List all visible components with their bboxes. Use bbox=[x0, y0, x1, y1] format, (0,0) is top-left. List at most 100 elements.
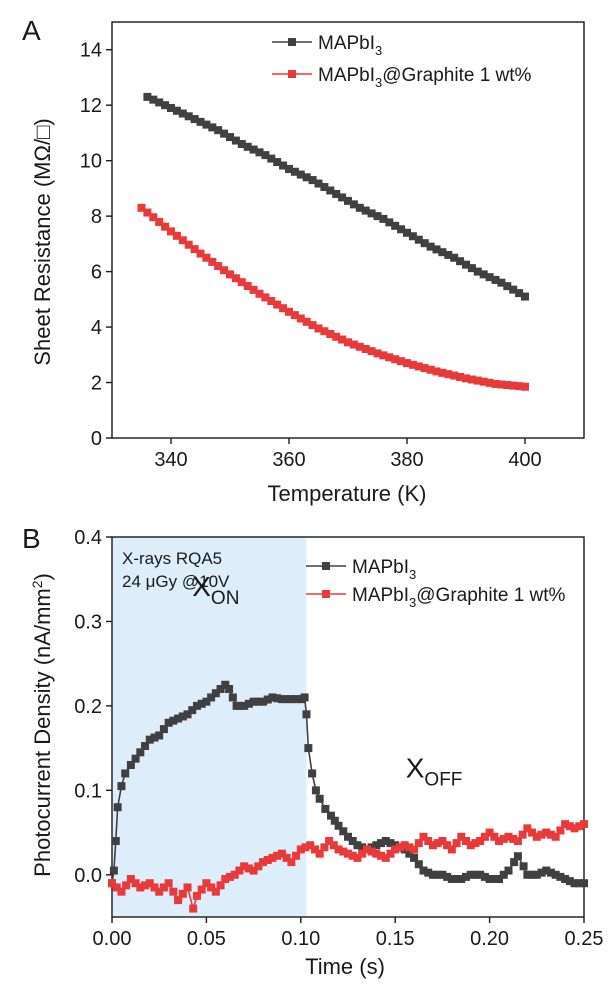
panel-b-series-0-marker bbox=[504, 866, 513, 875]
panel-a-series-0-marker bbox=[302, 173, 311, 182]
panel-a-series-1-marker bbox=[320, 327, 329, 336]
panel-b-series-1-marker bbox=[117, 887, 126, 896]
panel-a-series-1-marker bbox=[473, 376, 482, 385]
panel-b-series-1-marker bbox=[320, 843, 329, 852]
panel-b-series-0-marker bbox=[287, 695, 296, 704]
panel-a-series-1-marker bbox=[361, 344, 370, 353]
panel-a-series-1-marker bbox=[450, 371, 459, 380]
panel-b-series-1-marker bbox=[263, 856, 272, 864]
panel-a-plot-frame bbox=[111, 21, 585, 439]
panel-a-series-1-marker bbox=[509, 381, 518, 390]
panel-b-series-0-marker bbox=[121, 769, 130, 778]
panel-b-series-1-marker bbox=[197, 885, 206, 894]
panel-b-series-0-marker bbox=[321, 804, 330, 813]
panel-b-series-1-marker bbox=[532, 832, 541, 841]
panel-b-series-0-marker bbox=[377, 839, 386, 848]
panel-a-series-1-marker bbox=[485, 378, 494, 387]
panel-a-series-1-marker bbox=[314, 324, 323, 333]
panel-a-y-tick-label: 2 bbox=[91, 373, 102, 395]
panel-a-series-1-marker bbox=[385, 353, 394, 362]
panel-b-series-1-marker bbox=[462, 837, 470, 845]
panel-a-series-1-marker bbox=[355, 342, 364, 351]
panel-b-series-1-marker bbox=[273, 851, 282, 860]
panel-b-series-0-marker bbox=[192, 701, 201, 710]
panel-b-series-0-marker bbox=[155, 731, 164, 740]
panel-a-series-1-marker bbox=[143, 208, 152, 217]
panel-b-series-1-marker bbox=[348, 851, 357, 860]
panel-b-series-0-marker bbox=[292, 695, 301, 704]
panel-a-series-1-marker bbox=[444, 370, 453, 379]
panel-b-series-0-marker bbox=[145, 735, 154, 744]
panel-a-axes: 340 360 380 400 0 2 4 6 8 10 12 14 bbox=[80, 21, 585, 471]
panel-b-series-0-marker bbox=[551, 870, 560, 879]
panel-b-series-1-marker bbox=[424, 837, 433, 845]
panel-b-x-tick-label: 0.15 bbox=[376, 928, 415, 950]
panel-b-series-0-marker bbox=[542, 866, 551, 875]
panel-a-series-1-marker bbox=[302, 317, 311, 326]
panel-b-series-0-marker bbox=[211, 689, 220, 698]
panel-b-series-1-marker bbox=[546, 830, 555, 839]
panel-a-series-0-marker bbox=[432, 245, 441, 254]
panel-a-series-1-marker bbox=[426, 365, 435, 374]
panel-b-series-1-marker bbox=[244, 864, 253, 873]
panel-a-series-0-marker bbox=[373, 212, 382, 221]
panel-a-series-1-marker bbox=[214, 262, 223, 271]
panel-a-series-0-marker bbox=[273, 158, 282, 167]
panel-b-series-1-marker bbox=[381, 853, 390, 862]
panel-b-x-tick-label: 0.10 bbox=[281, 928, 320, 950]
panel-b-y-axis-title-tail: ) bbox=[30, 573, 55, 580]
panel-b-y-axis-title-main: Photocurrent Density (nA/mm bbox=[30, 588, 55, 877]
panel-b-series-0-marker bbox=[216, 685, 225, 693]
panel-a-series-1-marker bbox=[414, 362, 423, 371]
panel-b-series-0-marker bbox=[344, 832, 352, 841]
panel-a-series-1-marker bbox=[155, 217, 164, 226]
panel-b-series-0-marker bbox=[405, 849, 414, 858]
panel-b-series-1-marker bbox=[108, 879, 116, 888]
panel-b-series-0-marker bbox=[457, 875, 466, 883]
panel-b-legend: MAPbI3 MAPbI3@Graphite 1 wt% bbox=[306, 557, 566, 610]
panel-b-series-0-marker bbox=[221, 680, 230, 689]
panel-a-series-1-marker bbox=[462, 374, 470, 383]
panel-a-series-1-marker bbox=[231, 274, 240, 283]
panel-b-series-1-marker bbox=[339, 847, 348, 856]
panel-a-series-0-marker bbox=[320, 183, 329, 192]
panel-a-series-0-marker bbox=[279, 161, 288, 170]
panel-b-series-1-marker bbox=[504, 832, 513, 841]
panel-a-y-tick-label: 12 bbox=[80, 95, 102, 117]
panel-a-series-0-marker bbox=[202, 120, 211, 129]
panel-b-series-1-marker bbox=[433, 839, 442, 848]
panel-b-series-0-marker bbox=[495, 875, 504, 883]
panel-b-series-0-marker bbox=[302, 710, 311, 719]
panel-a-series-0-marker bbox=[467, 264, 476, 273]
panel-b-series-0-marker bbox=[428, 870, 437, 879]
panel-b-label: B bbox=[22, 523, 41, 554]
panel-b-series-1-marker bbox=[296, 845, 305, 854]
panel-b-series-0-marker bbox=[443, 872, 452, 881]
panel-b-series-0-marker bbox=[575, 879, 584, 888]
panel-b-series-0-marker bbox=[565, 877, 574, 886]
panel-a-y-tick-label: 6 bbox=[91, 262, 102, 284]
panel-a-series-0-marker bbox=[509, 285, 518, 294]
panel-b-series-1-marker bbox=[528, 828, 537, 837]
panel-b-series-1-marker bbox=[386, 849, 395, 858]
panel-a-series-1-marker bbox=[408, 360, 417, 369]
panel-a-series-1-marker bbox=[190, 245, 199, 254]
panel-a-series-0-marker bbox=[414, 235, 423, 244]
panel-b-legend-marker-0 bbox=[322, 562, 330, 570]
panel-b-series-0-marker bbox=[528, 870, 537, 879]
panel-a-series-0-marker bbox=[456, 257, 465, 266]
panel-a-series-0-marker bbox=[491, 275, 500, 284]
panel-a-series-0-marker bbox=[190, 115, 199, 124]
panel-a-label: A bbox=[22, 15, 41, 46]
panel-b-x-tick-label: 0.20 bbox=[470, 928, 509, 950]
panel-b-series-1-marker bbox=[480, 832, 489, 841]
panel-b-series-0-marker bbox=[126, 761, 135, 769]
panel-b-series-1-marker bbox=[344, 849, 352, 858]
panel-a-series-1-marker bbox=[379, 351, 388, 360]
panel-a-series-0-marker bbox=[462, 260, 470, 269]
panel-b-series-1-marker bbox=[580, 820, 588, 829]
panel-b-series-1-marker bbox=[216, 881, 225, 890]
panel-a-series-1-marker bbox=[237, 278, 246, 287]
panel-a-series-1-marker bbox=[344, 338, 352, 347]
panel-b-series-0-marker bbox=[419, 866, 428, 875]
